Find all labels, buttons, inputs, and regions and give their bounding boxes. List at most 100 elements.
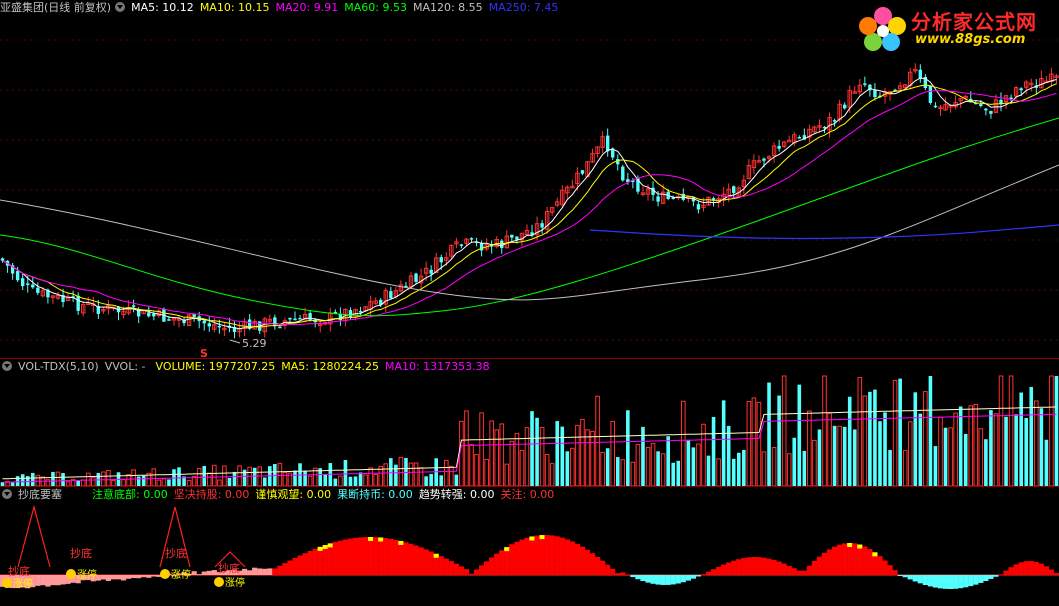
indicator-bar [312,548,318,575]
volume-bar [585,429,590,486]
volume-bar [857,377,863,486]
indicator-bar [473,569,480,575]
indicator-bar [70,575,76,583]
candle-body [570,185,575,189]
indicator-bar [761,557,767,575]
candle-body [454,241,459,245]
vol-ma5-readout: MA5: 1280224.25 [281,360,379,373]
field-jianjuechigu: 坚决持股: 0.00 [173,488,250,501]
dropdown-icon[interactable] [115,2,126,12]
volume-bar [933,446,938,486]
indicator-bar [922,575,928,586]
volume-bar [736,452,741,486]
candle-body [711,198,716,201]
volume-bar [499,423,505,486]
volume-bar [852,429,857,486]
coin-icon [66,569,76,579]
volume-bar [555,421,560,486]
indicator-bar [746,557,752,575]
candle-body [308,313,312,320]
indicator-bar [625,574,631,576]
ma60-line [0,117,1059,317]
candle-body [273,317,277,327]
vol-indicator-name: VOL-TDX(5,10) [18,360,99,373]
candle-body [1054,75,1059,78]
indicator-bar [211,570,217,575]
volume-bar [312,467,318,486]
candle-body [984,108,988,111]
price-chart[interactable]: 5.29 S [0,0,1059,358]
zhangting-label: 涨停 [77,568,97,581]
volume-bar [489,420,494,486]
candle-body [423,267,429,274]
volume-bar [751,397,757,486]
indicator-bar [690,575,696,579]
indicator-pane[interactable]: 抄底 抄底 抄底 抄底 涨停 涨停 涨停 涨停 抄底要塞 注意底部: 0.00 坚决持股: 0.0… [0,487,1059,606]
volume-bar [106,469,111,486]
indicator-bar [786,565,792,575]
indicator-bar [262,568,268,575]
candle-body [636,177,640,192]
dropdown-icon[interactable] [2,489,12,499]
indicator-bar [837,544,843,575]
indicator-bar [468,573,475,575]
dropdown-icon[interactable] [2,361,12,371]
volume-bar [943,427,948,486]
volume-bar [958,406,963,486]
volume-bar [1039,408,1044,486]
candle-body [671,197,675,200]
indicator-bar [600,560,606,575]
price-chart-pane[interactable]: 5.29 S 亚盛集团(日线 前复权) MA5: 10.12 MA10: 10.15 M… [0,0,1059,358]
candle-body [600,136,605,148]
indicator-bar [579,546,586,575]
volume-bar [711,416,716,486]
candle-body [96,306,101,314]
candle-body [902,84,908,88]
volume-bar [771,447,777,486]
volume-bar [0,482,5,486]
candle-body [645,188,651,195]
candle-body [897,85,903,90]
volume-bar [928,376,933,486]
indicator-bar [726,562,732,575]
indicator-bar-cap [529,536,535,541]
volume-chart[interactable] [0,359,1059,486]
volume-pane[interactable]: VOL-TDX(5,10) VVOL: - VOLUME: 1977207.25 MA… [0,359,1059,486]
indicator-bar [826,549,833,575]
ma10-readout: MA10: 10.15 [199,1,270,14]
candle-body [0,258,5,261]
vol-ma10-line [2,413,1057,483]
volume-bar [10,482,15,486]
indicator-header: 抄底要塞 注意底部: 0.00 坚决持股: 0.00 谨慎观望: 0.00 果断持币: … [0,487,560,503]
candle-body [999,99,1003,105]
candle-body [842,104,847,109]
indicator-bar [529,536,535,575]
indicator-bar [801,570,807,575]
indicator-bar [544,535,550,575]
candle-body [389,291,393,299]
volume-bar [560,426,565,486]
volume-bar [504,463,510,486]
bottom-peak-line [214,551,246,568]
indicator-bar [201,571,207,575]
candle-body [167,319,171,321]
candle-body [404,285,408,288]
indicator-bar [811,560,818,575]
volume-bar [474,454,479,486]
indicator-bar [670,575,676,585]
volume-bar [494,429,500,486]
indicator-bar [453,563,459,575]
indicator-bar [635,575,641,580]
indicator-bar [993,575,999,577]
chaodi-label: 抄底 [218,561,240,575]
indicator-bar [231,569,238,575]
candle-body [398,284,404,292]
volume-bar [519,450,525,486]
pane-separator [0,358,1059,359]
indicator-bar [937,575,944,589]
volume-bar [55,471,61,486]
volume-bar [605,448,610,486]
indicator-bar [847,543,853,575]
indicator-bar [660,575,666,585]
